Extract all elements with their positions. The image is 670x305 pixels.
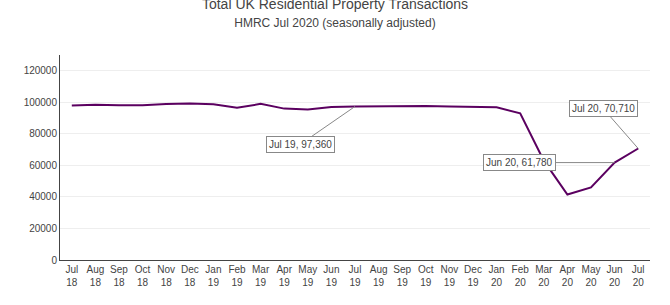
svg-text:Jul 20, 70,710: Jul 20, 70,710: [572, 103, 635, 114]
svg-text:Apr19: Apr19: [276, 264, 292, 288]
svg-text:Sep19: Sep19: [393, 264, 411, 288]
svg-text:Jun20: Jun20: [607, 264, 623, 288]
svg-text:Nov18: Nov18: [157, 264, 175, 288]
svg-text:May19: May19: [298, 264, 317, 288]
svg-text:20000: 20000: [29, 223, 57, 234]
svg-text:80000: 80000: [29, 128, 57, 139]
svg-text:Jun19: Jun19: [323, 264, 339, 288]
svg-text:Total UK Residential Property: Total UK Residential Property Transactio…: [202, 0, 468, 30]
svg-text:Feb19: Feb19: [228, 264, 246, 288]
svg-text:Jan19: Jan19: [205, 264, 221, 288]
svg-text:Jul 19, 97,360: Jul 19, 97,360: [269, 139, 332, 150]
svg-text:May20: May20: [582, 264, 601, 288]
svg-text:Aug18: Aug18: [87, 264, 105, 288]
svg-text:Jul18: Jul18: [65, 264, 78, 288]
svg-text:Oct18: Oct18: [135, 264, 151, 288]
svg-text:100000: 100000: [24, 97, 58, 108]
svg-text:Sep18: Sep18: [110, 264, 128, 288]
svg-text:120000: 120000: [24, 65, 58, 76]
svg-text:60000: 60000: [29, 160, 57, 171]
svg-text:Jan20: Jan20: [489, 264, 505, 288]
svg-text:Dec19: Dec19: [464, 264, 482, 288]
svg-text:Jun 20, 61,780: Jun 20, 61,780: [486, 157, 553, 168]
svg-text:Nov19: Nov19: [441, 264, 459, 288]
svg-text:Feb20: Feb20: [512, 264, 530, 288]
svg-text:Aug19: Aug19: [370, 264, 388, 288]
svg-text:0: 0: [51, 255, 57, 266]
svg-text:Oct19: Oct19: [418, 264, 434, 288]
svg-text:Mar19: Mar19: [252, 264, 270, 288]
svg-text:Jul20: Jul20: [632, 264, 645, 288]
svg-text:40000: 40000: [29, 191, 57, 202]
svg-text:Apr20: Apr20: [560, 264, 576, 288]
svg-text:Dec18: Dec18: [181, 264, 199, 288]
svg-text:Jul19: Jul19: [349, 264, 362, 288]
svg-text:Mar20: Mar20: [535, 264, 553, 288]
